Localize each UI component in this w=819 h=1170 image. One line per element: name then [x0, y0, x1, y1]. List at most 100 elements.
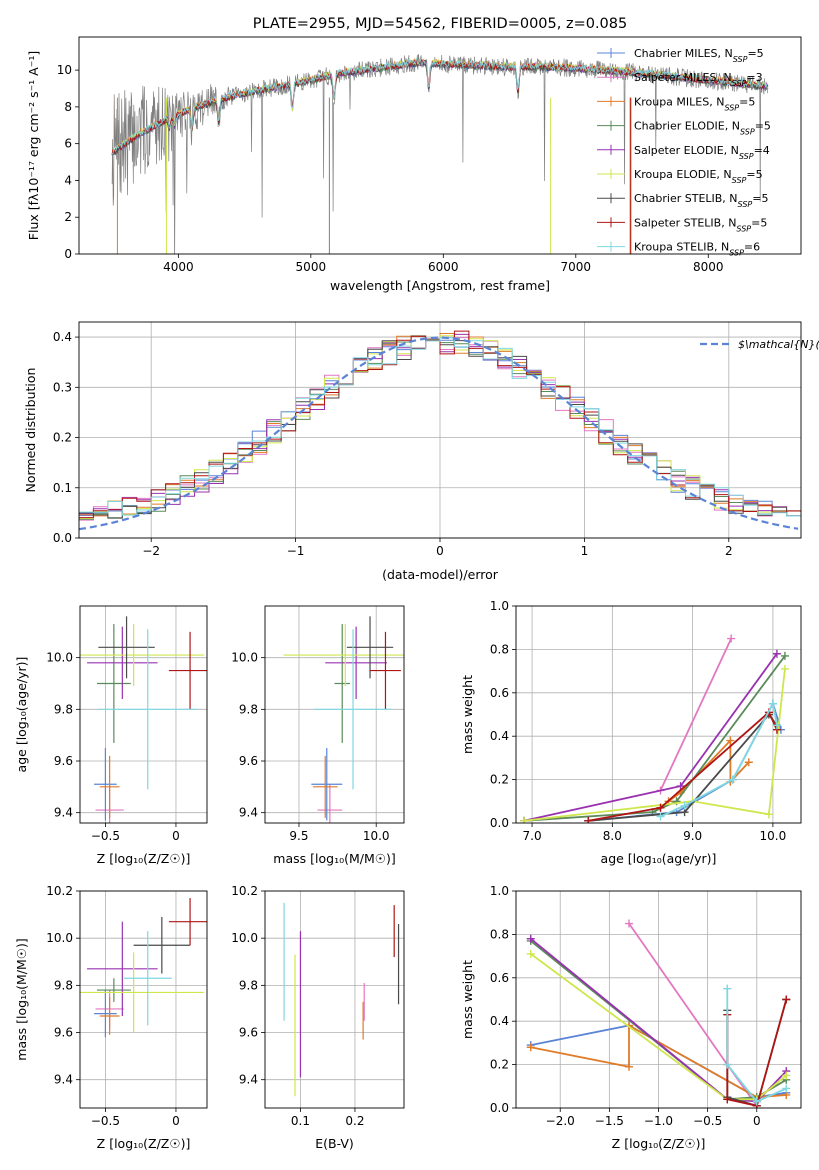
data-point-kroupa-miles — [99, 755, 120, 818]
series-marker — [726, 736, 735, 745]
legend-entry: Kroupa ELODIE, NSSP=5 — [634, 168, 763, 185]
y-tick-label: 0.1 — [53, 481, 72, 495]
series-marker — [768, 699, 777, 708]
y-tick-label: 9.6 — [54, 1026, 73, 1040]
series-marker — [723, 984, 732, 993]
y-tick-label: 1.0 — [490, 884, 509, 898]
x-tick-label: −0.5 — [91, 829, 120, 843]
y-tick-label: 9.4 — [239, 1073, 258, 1087]
axes-frame — [264, 890, 405, 1109]
histogram-kroupa-stelib — [79, 337, 801, 538]
x-tick-label: 0 — [753, 1114, 761, 1128]
series-line — [523, 668, 786, 822]
x-tick-label: 2 — [725, 544, 733, 558]
x-axis-label: Z [log₁₀(Z/Z☉)] — [97, 1136, 191, 1151]
data-point-kroupa-elodie — [283, 624, 404, 687]
series-marker — [782, 995, 791, 1004]
legend-entry: Salpeter STELIB, NSSP=5 — [634, 216, 767, 233]
y-tick-label: 0.8 — [490, 927, 509, 941]
y-tick-label: 10.0 — [46, 651, 73, 665]
y-tick-label: 0.6 — [490, 971, 509, 985]
x-axis-label: mass [log₁₀(M/M☉)] — [273, 851, 395, 866]
legend-entry: Kroupa STELIB, NSSP=6 — [634, 241, 760, 258]
data-point-salpeter-elodie — [87, 626, 158, 699]
y-tick-label: 0.2 — [490, 1058, 509, 1072]
x-tick-label: 1 — [581, 544, 589, 558]
series-kroupa-stelib — [656, 699, 781, 821]
y-tick-label: 9.8 — [239, 978, 258, 992]
series-kroupa-stelib — [723, 984, 791, 1106]
x-axis-label: age [log₁₀(age/yr)] — [601, 851, 717, 866]
legend-entry: $\mathcal{N}(0,1)$ — [738, 338, 819, 351]
y-tick-label: 9.8 — [54, 978, 73, 992]
series-marker — [625, 1062, 634, 1071]
series-marker — [526, 1043, 535, 1052]
series-line — [726, 988, 787, 1103]
x-tick-label: 8.0 — [603, 829, 622, 843]
series-marker — [520, 816, 529, 823]
figure-title: PLATE=2955, MJD=54562, FIBERID=0005, z=0… — [253, 16, 627, 32]
y-axis-label: Normed distribution — [23, 368, 38, 493]
panel-mass-EBV: 0.1 0.2 9.4 9.6 9.8 10.0 10.2 E(B-V) — [231, 884, 405, 1151]
y-tick-label: 10.0 — [231, 931, 258, 945]
x-tick-label: 0.1 — [291, 1114, 310, 1128]
legend-entry: Salpeter ELODIE, NSSP=4 — [634, 144, 770, 161]
y-tick-label: 1.0 — [490, 599, 509, 613]
y-axis-label: mass [log₁₀(M/M☉)] — [14, 938, 29, 1060]
series-marker — [625, 919, 634, 928]
x-axis-label: Z [log₁₀(Z/Z☉)] — [97, 851, 191, 866]
data-point-salpeter-stelib — [168, 631, 207, 710]
series-line — [523, 655, 786, 822]
panel-age-Z: −0.5 0 9.4 9.6 9.8 10.0 Z [log₁₀(Z/Z☉)] age [lo… — [14, 605, 208, 866]
y-tick-label: 10 — [57, 63, 72, 77]
y-tick-label: 0.0 — [53, 531, 72, 545]
plot-area — [80, 616, 207, 823]
gaussian-curve — [79, 336, 799, 531]
series-marker — [782, 1071, 791, 1080]
y-tick-label: 9.4 — [54, 1073, 73, 1087]
y-tick-label: 0.4 — [490, 1014, 509, 1028]
x-axis-label: E(B-V) — [315, 1136, 354, 1151]
plot-area — [80, 898, 207, 1038]
y-tick-label: 2 — [64, 210, 72, 224]
y-axis-label: mass weight — [460, 960, 475, 1039]
legend-entry: Chabrier STELIB, NSSP=5 — [634, 192, 768, 209]
y-tick-label: 0.2 — [490, 773, 509, 787]
y-tick-label: 9.8 — [239, 702, 258, 716]
y-tick-label: 6 — [64, 137, 72, 151]
data-point-chabrier-miles — [94, 990, 117, 1038]
series-marker — [752, 1097, 761, 1106]
y-tick-label: 10.0 — [46, 931, 73, 945]
x-tick-label: 0.2 — [345, 1114, 364, 1128]
data-point-chabrier-stelib — [98, 616, 155, 679]
y-tick-label: 0.8 — [490, 642, 509, 656]
data-point-chabrier-miles — [311, 748, 343, 821]
model-spectrum-kroupa-stelib — [111, 57, 769, 155]
data-point-chabrier-stelib — [133, 916, 191, 974]
data-point-salpeter-stelib — [168, 898, 207, 946]
plot-area — [526, 919, 791, 1108]
panel-residuals: −2 −1 0 1 2 0.0 0.1 0.2 0.3 0.4 (data-model)/error… — [23, 321, 819, 582]
series-marker — [782, 1084, 791, 1093]
series-marker — [723, 1095, 732, 1104]
data-point-kroupa-miles — [99, 997, 120, 1035]
x-tick-label: −2 — [142, 544, 160, 558]
data-point-kroupa-elodie — [80, 624, 205, 687]
panel-spectrum: 4000 5000 6000 7000 8000 0 2 4 6 8 10 wavelength [A… — [26, 36, 802, 293]
axes-frame — [78, 36, 802, 255]
y-tick-label: 0.4 — [490, 729, 509, 743]
series-marker — [584, 816, 593, 823]
y-tick-label: 9.6 — [239, 1026, 258, 1040]
y-tick-label: 0.0 — [490, 1101, 509, 1115]
plot-area — [283, 616, 404, 823]
axes-frame — [78, 321, 802, 539]
y-tick-label: 10.2 — [231, 884, 258, 898]
series-marker — [656, 803, 665, 812]
y-axis-label: mass weight — [460, 675, 475, 754]
y-tick-label: 10.0 — [231, 651, 258, 665]
x-axis-label: Z [log₁₀(Z/Z☉)] — [612, 1136, 706, 1151]
legend-entry: Chabrier MILES, NSSP=5 — [634, 47, 764, 64]
series-line — [588, 710, 778, 822]
data-point-salpeter-elodie — [87, 921, 158, 1017]
